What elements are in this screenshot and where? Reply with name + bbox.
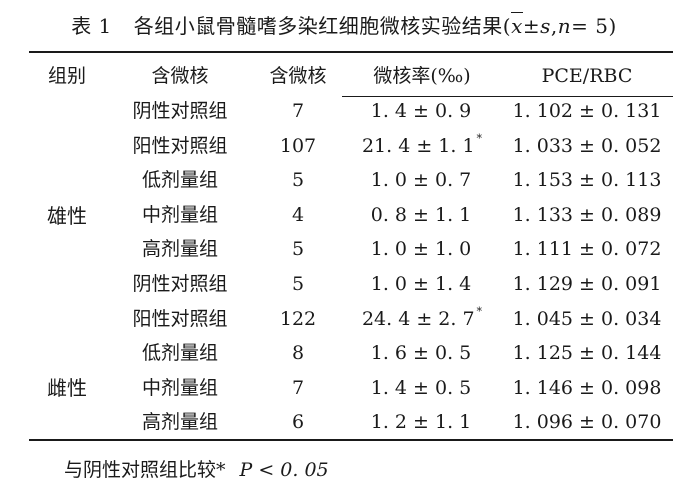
table-cell-count: 7 [291, 100, 305, 122]
table-cell-rate: 0. 8 ± 1. 1 [342, 203, 502, 227]
table-cell-count: 5 [291, 273, 305, 295]
rate-value: 1. 6 ± 0. 5 [370, 342, 472, 364]
table-cell-rate: 1. 2 ± 1. 1 [342, 410, 502, 434]
table-cell-pce-rbc: 1. 125 ± 0. 144 [512, 342, 662, 364]
table-cell-rate: 1. 4 ± 0. 5 [342, 376, 502, 400]
table-cell-group: 低剂量组 [141, 342, 218, 364]
table-cell-pce-rbc: 1. 129 ± 0. 091 [512, 273, 662, 295]
table-cell-count: 107 [279, 135, 317, 157]
table-cell-rate: 1. 6 ± 0. 5 [342, 341, 502, 365]
footnote-p-value: P < 0. 05 [239, 459, 329, 481]
rate-value: 1. 4 ± 0. 9 [370, 100, 472, 122]
table-cell-count: 4 [291, 204, 305, 226]
table-cell-group: 阴性对照组 [132, 273, 228, 295]
rate-value: 1. 0 ± 0. 7 [370, 169, 472, 191]
table-cell-count: 8 [291, 342, 305, 364]
table-cell-pce-rbc: 1. 111 ± 0. 072 [512, 238, 662, 260]
rate-value: 1. 0 ± 1. 0 [370, 238, 472, 260]
table-cell-rate: 21. 4 ± 1. 1 * [342, 131, 502, 158]
table-cell-pce-rbc: 1. 153 ± 0. 113 [512, 169, 662, 191]
table-cell-count: 5 [291, 238, 305, 260]
significance-marker: * [476, 131, 483, 145]
table-cell-rate: 1. 0 ± 0. 7 [342, 168, 502, 192]
table-cell-group: 中剂量组 [141, 204, 218, 226]
table-cell-group: 中剂量组 [141, 377, 218, 399]
table-title: 各组小鼠骨髓嗜多染红细胞微核实验结果( [133, 14, 512, 38]
rate-value: 24. 4 ± 2. 7 [361, 308, 475, 330]
table-cell-count: 5 [291, 169, 305, 191]
table-cell-pce-rbc: 1. 133 ± 0. 089 [512, 204, 662, 226]
mean-symbol: x [511, 14, 523, 38]
sex-label-female: 雌性 [47, 376, 87, 400]
footnote-text: 与阴性对照组比较* [64, 459, 226, 481]
table-cell-pce-rbc: 1. 033 ± 0. 052 [512, 135, 662, 157]
rate-value: 21. 4 ± 1. 1 [361, 135, 475, 157]
rate-value: 1. 4 ± 0. 5 [370, 377, 472, 399]
table-cell-rate: 1. 4 ± 0. 9 [342, 99, 502, 123]
table-cell-group: 高剂量组 [141, 411, 218, 433]
rate-value: 0. 8 ± 1. 1 [370, 204, 472, 226]
footnote: 与阴性对照组比较* P < 0. 05 [64, 455, 329, 482]
header-rate: 微核率(‰) [373, 65, 471, 87]
pm-symbol: ± [522, 14, 541, 38]
table-cell-group: 阳性对照组 [132, 308, 228, 330]
table-cell-rate: 24. 4 ± 2. 7 * [342, 304, 502, 331]
table-number: 表 1 [71, 14, 112, 38]
table-header-rule [342, 96, 673, 97]
header-sex: 组别 [47, 65, 86, 87]
table-cell-pce-rbc: 1. 096 ± 0. 070 [512, 411, 662, 433]
table-cell-group: 阴性对照组 [132, 100, 228, 122]
table-cell-pce-rbc: 1. 146 ± 0. 098 [512, 377, 662, 399]
table-cell-count: 7 [291, 377, 305, 399]
table-bottom-rule [29, 439, 673, 441]
sex-label-male: 雄性 [47, 204, 87, 228]
sd-symbol: s [540, 14, 551, 38]
table-cell-count: 122 [279, 308, 317, 330]
header-pce-rbc: PCE/RBC [541, 65, 633, 87]
rate-value: 1. 0 ± 1. 4 [370, 273, 472, 295]
rate-value: 1. 2 ± 1. 1 [370, 411, 472, 433]
table-cell-group: 低剂量组 [141, 169, 218, 191]
table-cell-pce-rbc: 1. 102 ± 0. 131 [512, 100, 662, 122]
header-count: 含微核 [269, 65, 327, 87]
n-value: = 5) [571, 14, 617, 38]
table-cell-rate: 1. 0 ± 1. 4 [342, 272, 502, 296]
table-cell-count: 6 [291, 411, 305, 433]
table-caption: 表 1 各组小鼠骨髓嗜多染红细胞微核实验结果(x±s,n= 5) [0, 10, 688, 39]
table-cell-rate: 1. 0 ± 1. 0 [342, 237, 502, 261]
n-symbol: n [557, 14, 572, 38]
table-top-rule [29, 51, 673, 53]
table-cell-group: 阳性对照组 [132, 135, 228, 157]
significance-marker: * [476, 304, 483, 318]
table-cell-pce-rbc: 1. 045 ± 0. 034 [512, 308, 662, 330]
caption-comma: , [550, 14, 558, 38]
table-cell-group: 高剂量组 [141, 238, 218, 260]
header-group: 含微核 [151, 65, 209, 87]
